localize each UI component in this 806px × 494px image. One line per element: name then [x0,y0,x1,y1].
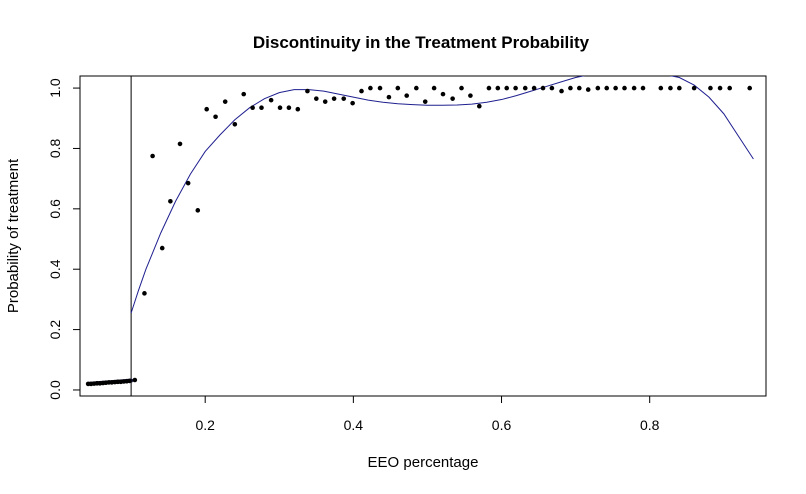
plot-frame [79,75,767,397]
data-point [414,85,419,91]
data-point [658,85,664,91]
data-point [368,85,373,91]
data-point [727,85,732,91]
data-point [450,96,455,101]
data-point [404,93,410,98]
data-point [459,85,464,91]
data-point [495,85,501,91]
data-point [640,85,646,91]
chart-title: Discontinuity in the Treatment Probabili… [253,33,590,52]
data-point [150,153,155,159]
data-point [159,245,165,251]
data-point [213,114,218,120]
data-point [259,105,264,110]
y-tick-label: 0.6 [47,199,63,219]
x-tick-label: 0.4 [344,417,364,433]
data-point [241,91,247,97]
data-point [386,94,392,100]
data-point [359,88,364,94]
data-point [232,122,238,127]
data-point [568,85,573,91]
data-point [747,85,753,91]
y-tick-label: 0.0 [47,380,63,400]
data-point [677,85,682,91]
data-point [622,85,627,91]
data-point [142,291,147,296]
data-point [127,378,132,384]
data-point [431,85,437,91]
data-point [540,85,546,91]
data-point [486,85,492,91]
data-point [668,85,673,91]
data-point [504,85,510,91]
y-tick-label: 0.8 [47,139,63,159]
data-point [222,99,228,104]
data-point [331,96,337,101]
data-point [195,208,201,213]
data-point [305,88,310,94]
plot-marks [85,76,754,396]
data-point [422,99,428,104]
data-point [341,96,347,101]
data-point [377,85,383,91]
data-point [132,377,138,383]
data-point [559,88,564,94]
data-point [708,85,713,91]
data-point [322,99,328,104]
data-point [477,103,482,109]
data-point [295,106,301,112]
data-point [286,105,292,110]
y-axis: 0.0 0.2 0.4 0.6 0.8 1.0 [47,78,80,400]
data-point [268,97,274,103]
data-point [613,85,618,91]
x-tick-label: 0.2 [195,417,215,433]
x-axis: 0.2 0.4 0.6 0.8 [195,396,660,433]
x-tick-label: 0.8 [640,417,660,433]
data-point [204,106,209,112]
y-tick-label: 0.4 [47,259,63,279]
data-point [185,180,191,186]
data-point [595,85,601,91]
y-axis-label: Probability of treatment [5,158,22,313]
data-point [314,96,319,101]
data-point [577,85,582,91]
fit-curve [130,76,754,314]
data-point [604,85,610,91]
data-point [395,85,401,91]
data-point [717,85,723,91]
data-point [631,85,637,91]
data-point [691,85,697,91]
y-tick-label: 0.2 [47,320,63,340]
data-point [513,85,518,91]
data-point [168,198,173,204]
data-point [440,91,446,97]
x-axis-label: EEO percentage [368,454,479,471]
data-point [468,93,473,98]
data-point [250,105,255,110]
data-point [277,105,283,110]
data-point [350,100,355,106]
data-point [585,87,591,92]
data-point [177,141,183,147]
y-tick-label: 1.0 [47,78,63,98]
data-point [531,85,537,91]
data-point [522,85,528,91]
data-point [549,85,555,91]
x-tick-label: 0.6 [492,417,512,433]
